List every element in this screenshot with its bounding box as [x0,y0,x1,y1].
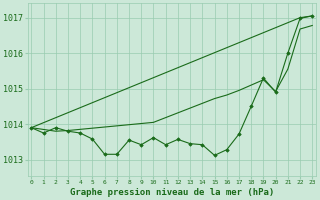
X-axis label: Graphe pression niveau de la mer (hPa): Graphe pression niveau de la mer (hPa) [70,188,274,197]
